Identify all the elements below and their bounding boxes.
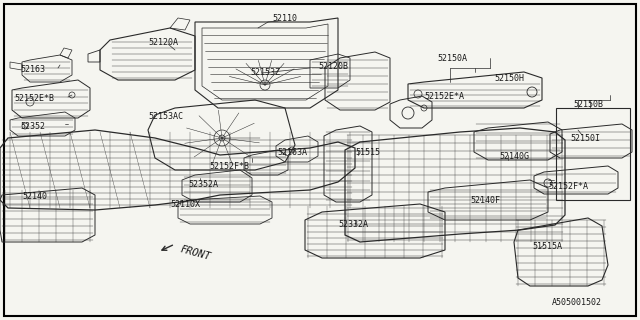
Text: 52120A: 52120A [148, 38, 178, 47]
Text: 52140G: 52140G [499, 152, 529, 161]
Text: 52110: 52110 [272, 14, 297, 23]
Text: 52152E*A: 52152E*A [424, 92, 464, 101]
Text: 52150A: 52150A [437, 54, 467, 63]
Text: 52152F*A: 52152F*A [548, 182, 588, 191]
Text: 51515A: 51515A [532, 242, 562, 251]
Text: 52332A: 52332A [338, 220, 368, 229]
Text: 52140: 52140 [22, 192, 47, 201]
Text: 52352: 52352 [20, 122, 45, 131]
Text: 52153Z: 52153Z [250, 68, 280, 77]
Text: 52152E*B: 52152E*B [14, 94, 54, 103]
Text: 51515: 51515 [355, 148, 380, 157]
Text: 52150I: 52150I [570, 134, 600, 143]
Text: 52352A: 52352A [188, 180, 218, 189]
Text: 52153AC: 52153AC [148, 112, 183, 121]
Text: 52163A: 52163A [277, 148, 307, 157]
Text: 52120B: 52120B [318, 62, 348, 71]
Text: 52152F*B: 52152F*B [209, 162, 249, 171]
Text: 52150H: 52150H [494, 74, 524, 83]
Text: A505001502: A505001502 [552, 298, 602, 307]
Text: 52140F: 52140F [470, 196, 500, 205]
Text: 52163: 52163 [20, 65, 45, 74]
Text: 52150B: 52150B [573, 100, 603, 109]
Text: 52110X: 52110X [170, 200, 200, 209]
Text: FRONT: FRONT [179, 244, 212, 262]
